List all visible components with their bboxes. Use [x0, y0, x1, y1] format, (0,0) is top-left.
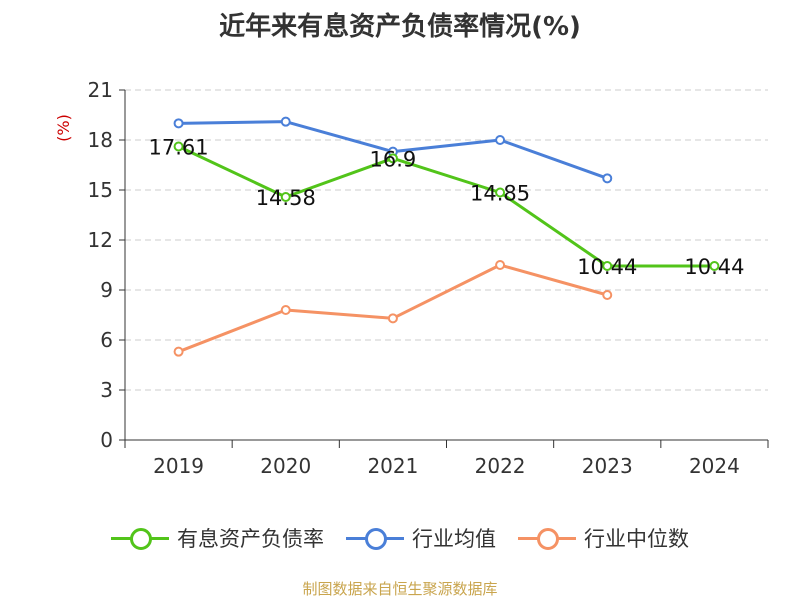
y-tick-label: 0	[100, 428, 113, 452]
data-label: 14.58	[256, 186, 316, 210]
data-label: 10.44	[684, 255, 744, 279]
x-tick-label: 2023	[582, 454, 633, 478]
x-tick-label: 2019	[153, 454, 204, 478]
data-point	[173, 118, 184, 129]
y-axis-label: (%)	[54, 114, 73, 142]
data-point	[602, 290, 613, 300]
x-tick-label: 2022	[475, 454, 526, 478]
y-tick-label: 15	[88, 178, 113, 202]
legend: 有息资产负债率 行业均值 行业中位数	[0, 520, 800, 556]
data-point	[173, 141, 184, 152]
data-point	[495, 135, 506, 145]
data-point	[495, 260, 506, 270]
legend-item-industry-mean[interactable]: 行业均值	[346, 523, 496, 553]
data-label: 10.44	[577, 255, 637, 279]
source-note: 制图数据来自恒生聚源数据库	[302, 580, 498, 598]
data-point	[709, 261, 720, 271]
y-tick-label: 3	[100, 378, 113, 402]
data-point	[495, 187, 506, 198]
series-line	[178, 263, 608, 354]
data-point	[280, 192, 291, 202]
data-point	[280, 305, 291, 315]
data-point	[602, 261, 613, 271]
legend-label: 行业中位数	[584, 527, 689, 551]
data-point	[602, 173, 613, 184]
y-tick-label: 6	[100, 328, 113, 352]
legend-label: 有息资产负债率	[177, 527, 324, 551]
data-point	[280, 116, 291, 127]
chart-title: 近年来有息资产负债率情况(%)	[219, 12, 581, 42]
legend-item-industry-median[interactable]: 行业中位数	[518, 523, 689, 553]
x-tick-label: 2024	[689, 454, 740, 478]
data-label: 14.85	[470, 182, 530, 206]
legend-marker-blue	[346, 527, 404, 550]
y-tick-label: 9	[100, 278, 113, 302]
data-point	[173, 346, 184, 357]
legend-item-interest-debt-ratio[interactable]: 有息资产负债率	[111, 523, 324, 553]
y-tick-label: 12	[88, 228, 113, 252]
data-label: 17.61	[149, 136, 209, 160]
data-label: 16.9	[370, 147, 417, 171]
data-point	[387, 313, 398, 324]
legend-marker-orange	[518, 527, 576, 550]
data-point	[387, 153, 398, 164]
legend-marker-green	[111, 527, 169, 550]
y-tick-label: 21	[88, 78, 113, 102]
y-tick-label: 18	[88, 128, 113, 152]
legend-label: 行业均值	[412, 527, 496, 551]
x-tick-label: 2020	[260, 454, 311, 478]
x-tick-label: 2021	[367, 454, 418, 478]
series-line	[177, 145, 715, 268]
